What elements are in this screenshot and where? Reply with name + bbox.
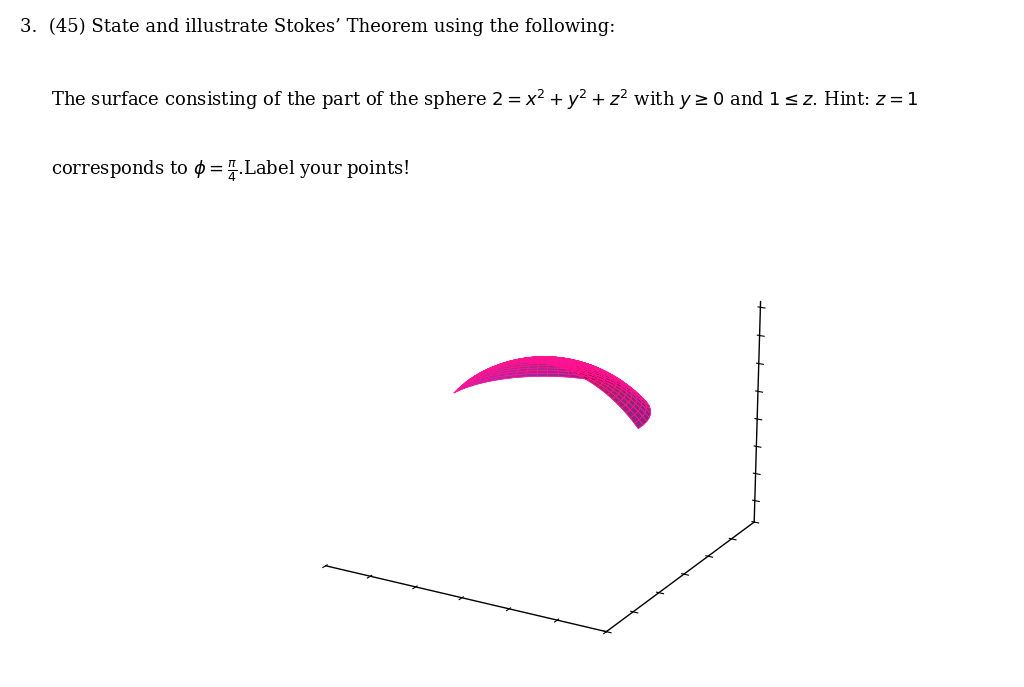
Text: 3.  (45) State and illustrate Stokes’ Theorem using the following:: 3. (45) State and illustrate Stokes’ The… (20, 18, 615, 36)
Text: The surface consisting of the part of the sphere $2 = x^2 + y^2 + z^2$ with $y \: The surface consisting of the part of th… (51, 88, 919, 112)
Text: corresponds to $\phi = \frac{\pi}{4}$.Label your points!: corresponds to $\phi = \frac{\pi}{4}$.La… (51, 158, 410, 184)
Text: $\mathbf{F}(x, y, z) = \langle\ xz, \quad x + y, \quad yx\ \rangle$: $\mathbf{F}(x, y, z) = \langle\ xz, \qua… (360, 231, 664, 255)
